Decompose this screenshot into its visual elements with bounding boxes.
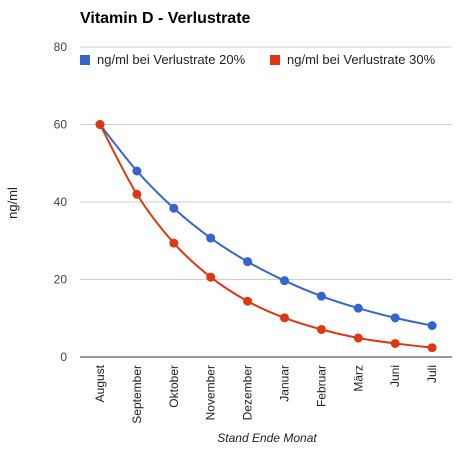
series-line-2 (99, 124, 433, 349)
legend-label-series-1: ng/ml bei Verlustrate 20% (97, 52, 246, 67)
data-point-series-1[interactable] (390, 313, 400, 323)
data-point-series-1[interactable] (169, 203, 179, 213)
data-point-series-1[interactable] (427, 321, 437, 331)
x-tick-label: September (130, 365, 144, 424)
y-axis-title: ng/ml (5, 187, 20, 219)
data-point-series-2[interactable] (353, 333, 363, 343)
data-point-series-1[interactable] (353, 303, 363, 313)
legend-swatch-series-2 (270, 55, 280, 65)
data-point-series-2[interactable] (427, 343, 437, 353)
legend-swatch-series-1 (80, 55, 90, 65)
x-tick-label: Oktober (167, 365, 181, 408)
legend-label-series-2: ng/ml bei Verlustrate 30% (287, 52, 436, 67)
x-tick-label: März (351, 365, 365, 392)
data-point-series-1[interactable] (243, 257, 253, 267)
data-point-series-1[interactable] (132, 166, 142, 176)
x-tick-label: Juli (425, 365, 439, 383)
data-point-series-2[interactable] (316, 324, 326, 334)
data-point-series-2[interactable] (280, 313, 289, 323)
data-point-series-1[interactable] (280, 276, 289, 286)
series-line-1 (99, 123, 433, 327)
x-tick-label: Februar (314, 365, 328, 407)
x-tick-label: Januar (278, 365, 292, 402)
x-axis-title: Stand Ende Monat (217, 431, 317, 445)
y-tick-label: 40 (54, 195, 68, 209)
data-point-series-2[interactable] (243, 296, 253, 306)
x-tick-label: Juni (388, 365, 402, 387)
x-tick-label: November (204, 365, 218, 420)
y-tick-label: 0 (60, 350, 67, 364)
y-tick-label: 20 (54, 273, 68, 287)
x-tick-label: August (93, 364, 107, 402)
data-point-series-2[interactable] (132, 189, 142, 199)
legend: ng/ml bei Verlustrate 20% ng/ml bei Verl… (80, 52, 436, 67)
y-tick-label: 60 (54, 118, 68, 132)
data-point-series-2[interactable] (169, 238, 179, 248)
data-point-series-2[interactable] (390, 338, 400, 348)
data-point-series-2[interactable] (95, 120, 105, 129)
data-point-series-2[interactable] (206, 272, 216, 282)
data-point-series-1[interactable] (206, 233, 216, 243)
data-point-series-1[interactable] (316, 291, 326, 301)
y-tick-label: 80 (54, 40, 68, 54)
x-tick-label: Dezember (241, 365, 255, 420)
chart-title: Vitamin D - Verlustrate (80, 10, 251, 27)
